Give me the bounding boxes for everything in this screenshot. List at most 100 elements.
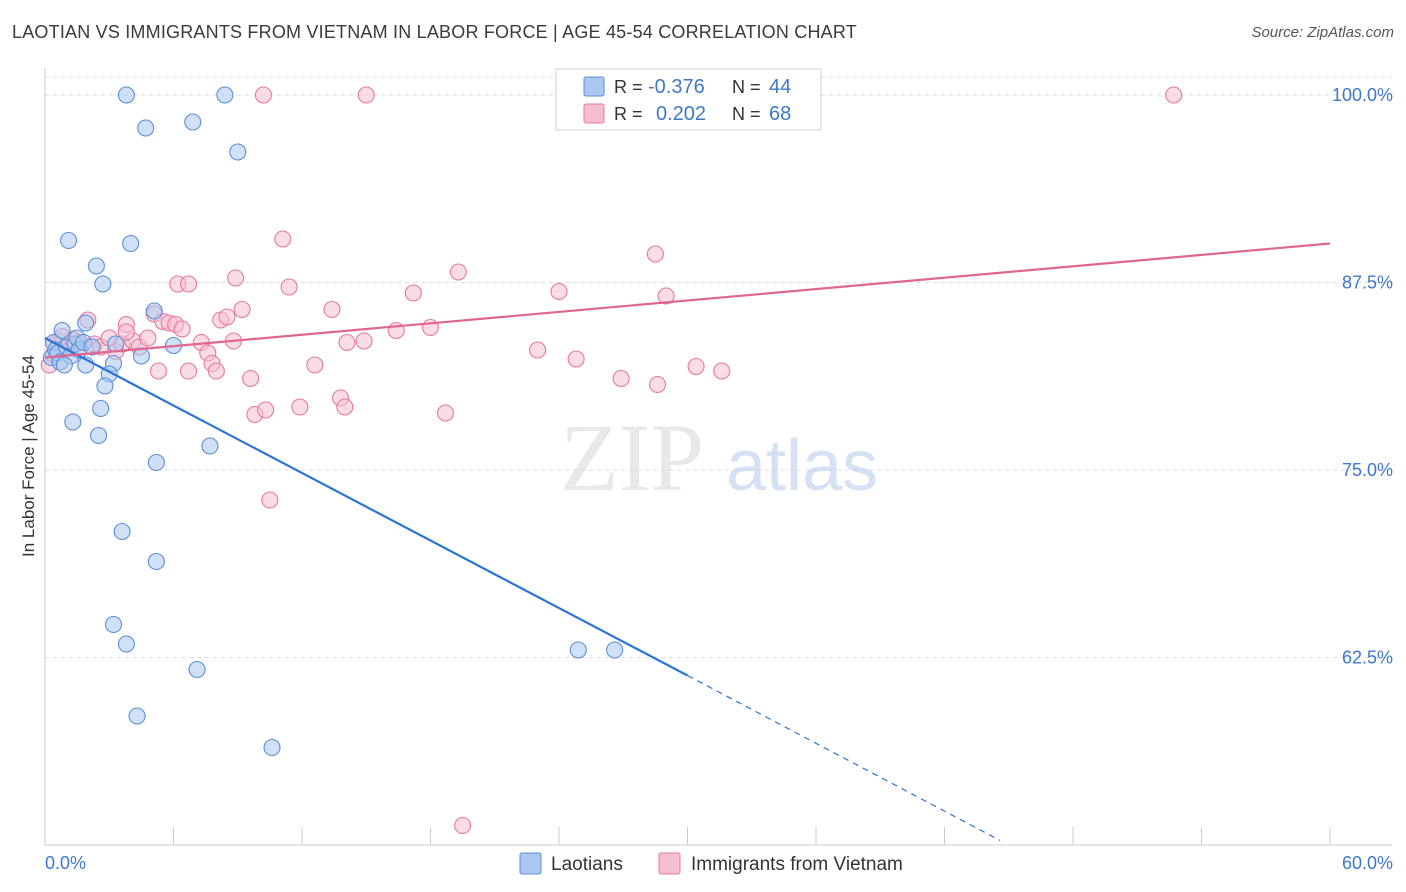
laotians-point <box>107 335 125 353</box>
legend-n-value-1: 44 <box>769 76 791 98</box>
laotians-point <box>104 615 123 634</box>
legend-r-label-2: R = <box>614 104 643 124</box>
laotians-point <box>96 377 114 395</box>
laotians-point <box>83 338 101 356</box>
laotians-point <box>60 231 78 250</box>
legend-r-label-1: R = <box>614 77 643 97</box>
bottom-legend-swatch-laotians <box>519 852 542 875</box>
laotians-point <box>184 113 202 131</box>
vietnam-point <box>291 398 309 416</box>
vietnam-point <box>449 263 467 281</box>
vietnam-point <box>323 300 341 319</box>
laotians-point <box>122 234 140 253</box>
series-legend: Laotians Immigrants from Vietnam <box>519 852 903 875</box>
y-tick-label: 62.5% <box>1342 648 1393 668</box>
vietnam-point <box>338 333 356 352</box>
vietnam-point <box>218 308 236 326</box>
bottom-legend-vietnam: Immigrants from Vietnam <box>691 854 903 875</box>
correlation-legend: R = -0.376 N = 44 R = 0.202 N = 68 <box>555 68 822 131</box>
vietnam-point <box>713 362 731 380</box>
vietnam-trend-line <box>44 242 1331 359</box>
vietnam-point <box>254 86 273 104</box>
laotians-point <box>64 413 82 431</box>
laotians-point <box>145 302 163 320</box>
vietnam-point <box>657 287 675 305</box>
vietnam-point <box>687 357 705 376</box>
vietnam-point <box>404 284 422 302</box>
laotians-point <box>89 426 108 445</box>
laotians-point <box>77 314 95 332</box>
vietnam-point <box>648 375 667 394</box>
laotians-trend-line <box>44 337 689 677</box>
trend-lines <box>44 242 1331 842</box>
vietnam-point <box>567 350 585 368</box>
y-tick-label: 100.0% <box>1332 85 1393 105</box>
legend-r-value-2: 0.202 <box>656 103 706 125</box>
vietnam-point <box>355 332 373 350</box>
vietnam-point <box>179 362 198 380</box>
laotians-point <box>201 437 219 455</box>
vietnam-point <box>274 230 292 248</box>
y-tick-label: 75.0% <box>1342 460 1393 480</box>
bottom-legend-laotians: Laotians <box>551 854 623 875</box>
vietnam-point <box>306 356 324 374</box>
vietnam-point <box>612 369 630 388</box>
vietnam-point <box>149 362 168 380</box>
vietnam-point <box>257 401 275 419</box>
laotians-point <box>569 641 587 659</box>
vietnam-point <box>336 398 354 416</box>
vietnam-point <box>529 341 547 359</box>
laotians-point <box>117 635 135 653</box>
source-credit: Source: ZipAtlas.com <box>1251 24 1394 41</box>
vietnam-point <box>436 404 455 422</box>
vietnam-point <box>454 816 472 835</box>
laotians-point <box>53 321 71 340</box>
tick-labels: 100.0% 87.5% 75.0% 62.5% 0.0% 60.0% <box>45 85 1393 873</box>
vietnam-point <box>139 329 157 347</box>
vietnam-point <box>261 491 279 509</box>
vietnam-point <box>117 323 135 341</box>
watermark-zip: ZIP <box>560 404 704 511</box>
laotians-point <box>113 522 131 541</box>
laotians-point <box>137 119 155 137</box>
watermark-atlas: atlas <box>726 426 878 506</box>
vietnam-point <box>173 320 191 338</box>
data-points <box>40 86 1183 835</box>
x-tick-label-max: 60.0% <box>1342 853 1393 873</box>
laotians-point <box>606 641 624 659</box>
laotians-point <box>128 707 146 725</box>
laotians-point <box>94 275 112 293</box>
legend-n-label-2: N = <box>732 104 761 124</box>
laotians-point <box>117 86 135 104</box>
vietnam-point <box>233 300 251 319</box>
y-axis-label: In Labor Force | Age 45-54 <box>19 355 38 557</box>
legend-n-label-1: N = <box>732 77 761 97</box>
vietnam-point <box>227 269 245 287</box>
x-tick-label-min: 0.0% <box>45 853 86 873</box>
vietnam-point <box>242 369 260 388</box>
legend-swatch-laotians <box>583 76 605 97</box>
watermark: ZIP atlas <box>560 404 878 511</box>
laotians-point <box>229 143 247 161</box>
legend-r-value-1: -0.376 <box>648 76 705 98</box>
vietnam-point <box>280 278 298 296</box>
laotians-point <box>188 660 206 679</box>
legend-swatch-vietnam <box>583 103 605 124</box>
laotians-point <box>87 257 105 275</box>
vietnam-point <box>179 275 198 293</box>
y-tick-label: 87.5% <box>1342 273 1393 293</box>
vietnam-point <box>550 282 568 301</box>
laotians-trend-extension <box>687 674 1001 842</box>
vietnam-point <box>1165 86 1183 104</box>
laotians-point <box>147 552 165 571</box>
legend-n-value-2: 68 <box>769 103 791 125</box>
axes <box>44 68 1392 846</box>
vietnam-point <box>646 245 664 263</box>
vietnam-point <box>357 86 375 104</box>
vietnam-point <box>207 362 225 380</box>
laotians-point <box>147 453 165 472</box>
laotians-point <box>216 86 234 104</box>
chart-title: LAOTIAN VS IMMIGRANTS FROM VIETNAM IN LA… <box>12 22 857 42</box>
laotians-point <box>55 356 73 374</box>
